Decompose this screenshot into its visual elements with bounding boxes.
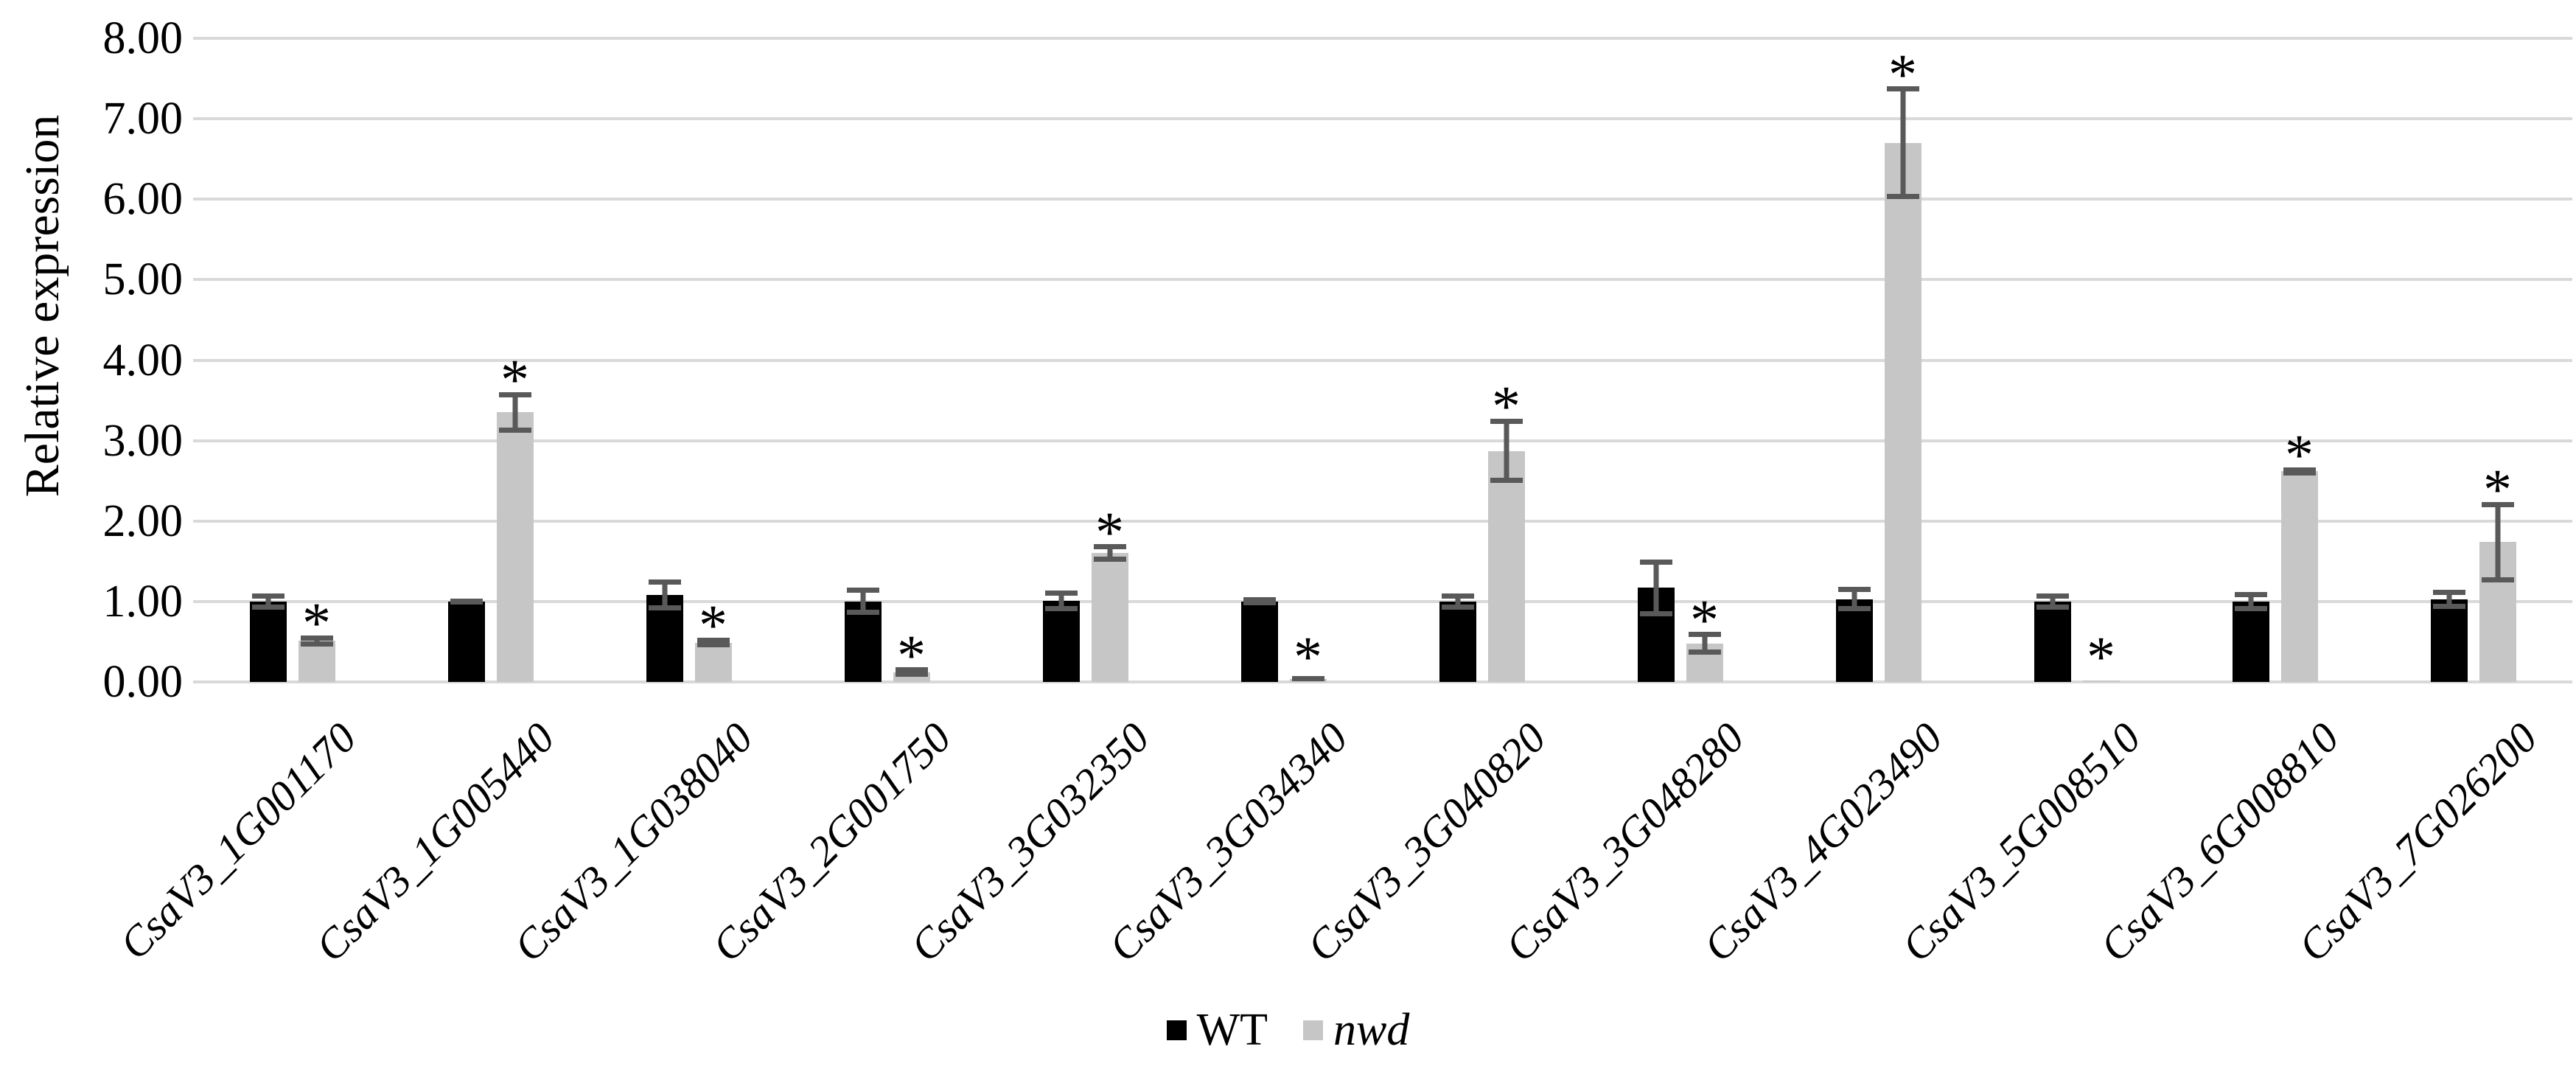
error-bar [2432, 589, 2465, 609]
plot-area: * * * * * * * * * * * * [193, 37, 2572, 687]
significance-asterisk: * [302, 590, 331, 655]
error-bar [1886, 86, 1919, 200]
legend-label-wt: WT [1196, 1004, 1268, 1055]
bar-wt [2034, 601, 2071, 682]
error-bar [450, 598, 483, 605]
error-bar [1243, 597, 1276, 606]
significance-asterisk: * [897, 622, 926, 687]
gridline [193, 599, 2572, 603]
error-bar [2481, 501, 2514, 582]
bar-wt [1240, 601, 1278, 682]
bar-nwd [298, 641, 335, 682]
gridline [193, 37, 2572, 40]
bar-wt [1439, 601, 1476, 682]
error-bar [1093, 544, 1126, 563]
legend-swatch-wt [1166, 1020, 1187, 1040]
bar-nwd [2082, 680, 2120, 682]
significance-asterisk: * [1095, 499, 1124, 564]
y-axis-tick-labels: 0.00 1.00 2.00 3.00 4.00 5.00 6.00 7.00 8.00 [0, 0, 184, 1069]
error-bar [300, 635, 333, 647]
bar-nwd [496, 412, 534, 682]
significance-asterisk: * [2087, 624, 2115, 689]
gridline [193, 278, 2572, 282]
y-axis-tick-label: 5.00 [102, 254, 184, 305]
gridline [193, 519, 2572, 523]
significance-asterisk: * [2483, 456, 2512, 521]
legend-item-wt: WT [1166, 1004, 1268, 1056]
x-axis-labels: CsaV3_1G001170 CsaV3_1G005440 CsaV3_1G0380… [110, 682, 2572, 1006]
y-axis-tick-label: 7.00 [102, 94, 184, 144]
significance-asterisk: * [500, 347, 529, 412]
error-bar [1291, 675, 1324, 682]
bar-nwd [1091, 553, 1128, 682]
error-bar [498, 392, 531, 433]
significance-asterisk: * [699, 593, 727, 658]
bar-wt [249, 601, 287, 682]
significance-asterisk: * [1690, 587, 1719, 652]
y-axis-tick-label: 6.00 [102, 174, 184, 225]
legend-item-nwd: nwd [1303, 1004, 1409, 1056]
y-axis-tick-label: 8.00 [102, 13, 184, 63]
bar-nwd [1487, 450, 1525, 682]
error-bar [2283, 467, 2316, 476]
significance-asterisk: * [1294, 624, 1322, 689]
error-bar [648, 579, 681, 610]
error-bar [251, 593, 285, 610]
legend: WT nwd [0, 997, 2576, 1063]
error-bar [2234, 591, 2267, 611]
gridline [193, 117, 2572, 121]
error-bar [1837, 587, 1871, 611]
gridline [193, 439, 2572, 442]
y-axis-tick-label: 0.00 [102, 657, 184, 707]
y-axis-tick-label: 4.00 [102, 335, 184, 386]
error-bar [1044, 590, 1078, 611]
significance-asterisk: * [2285, 422, 2314, 487]
error-bar [1688, 632, 1721, 655]
gridline [193, 680, 2572, 683]
bar-nwd [694, 642, 732, 682]
y-axis-tick-label: 1.00 [102, 576, 184, 627]
gridline [193, 198, 2572, 201]
bar-wt [2232, 601, 2269, 682]
bar-nwd [2280, 471, 2318, 682]
bar-wt [1835, 599, 1873, 682]
error-bar [697, 637, 730, 648]
legend-swatch-nwd [1303, 1020, 1324, 1040]
bar-wt [447, 601, 485, 682]
y-axis-tick-label: 3.00 [102, 415, 184, 466]
significance-asterisk: * [1888, 41, 1917, 106]
error-bar [2036, 593, 2069, 610]
y-axis-tick-label: 2.00 [102, 495, 184, 546]
error-bar [846, 588, 879, 616]
error-bar [1441, 593, 1474, 610]
bar-nwd [1884, 142, 1921, 682]
error-bar [1639, 560, 1672, 616]
bar-wt [2430, 599, 2468, 682]
gridline [193, 358, 2572, 362]
error-bar [895, 667, 928, 678]
legend-label-nwd: nwd [1333, 1004, 1410, 1055]
significance-asterisk: * [1492, 374, 1521, 439]
bar-wt [1042, 600, 1080, 682]
error-bar [1490, 419, 1523, 484]
